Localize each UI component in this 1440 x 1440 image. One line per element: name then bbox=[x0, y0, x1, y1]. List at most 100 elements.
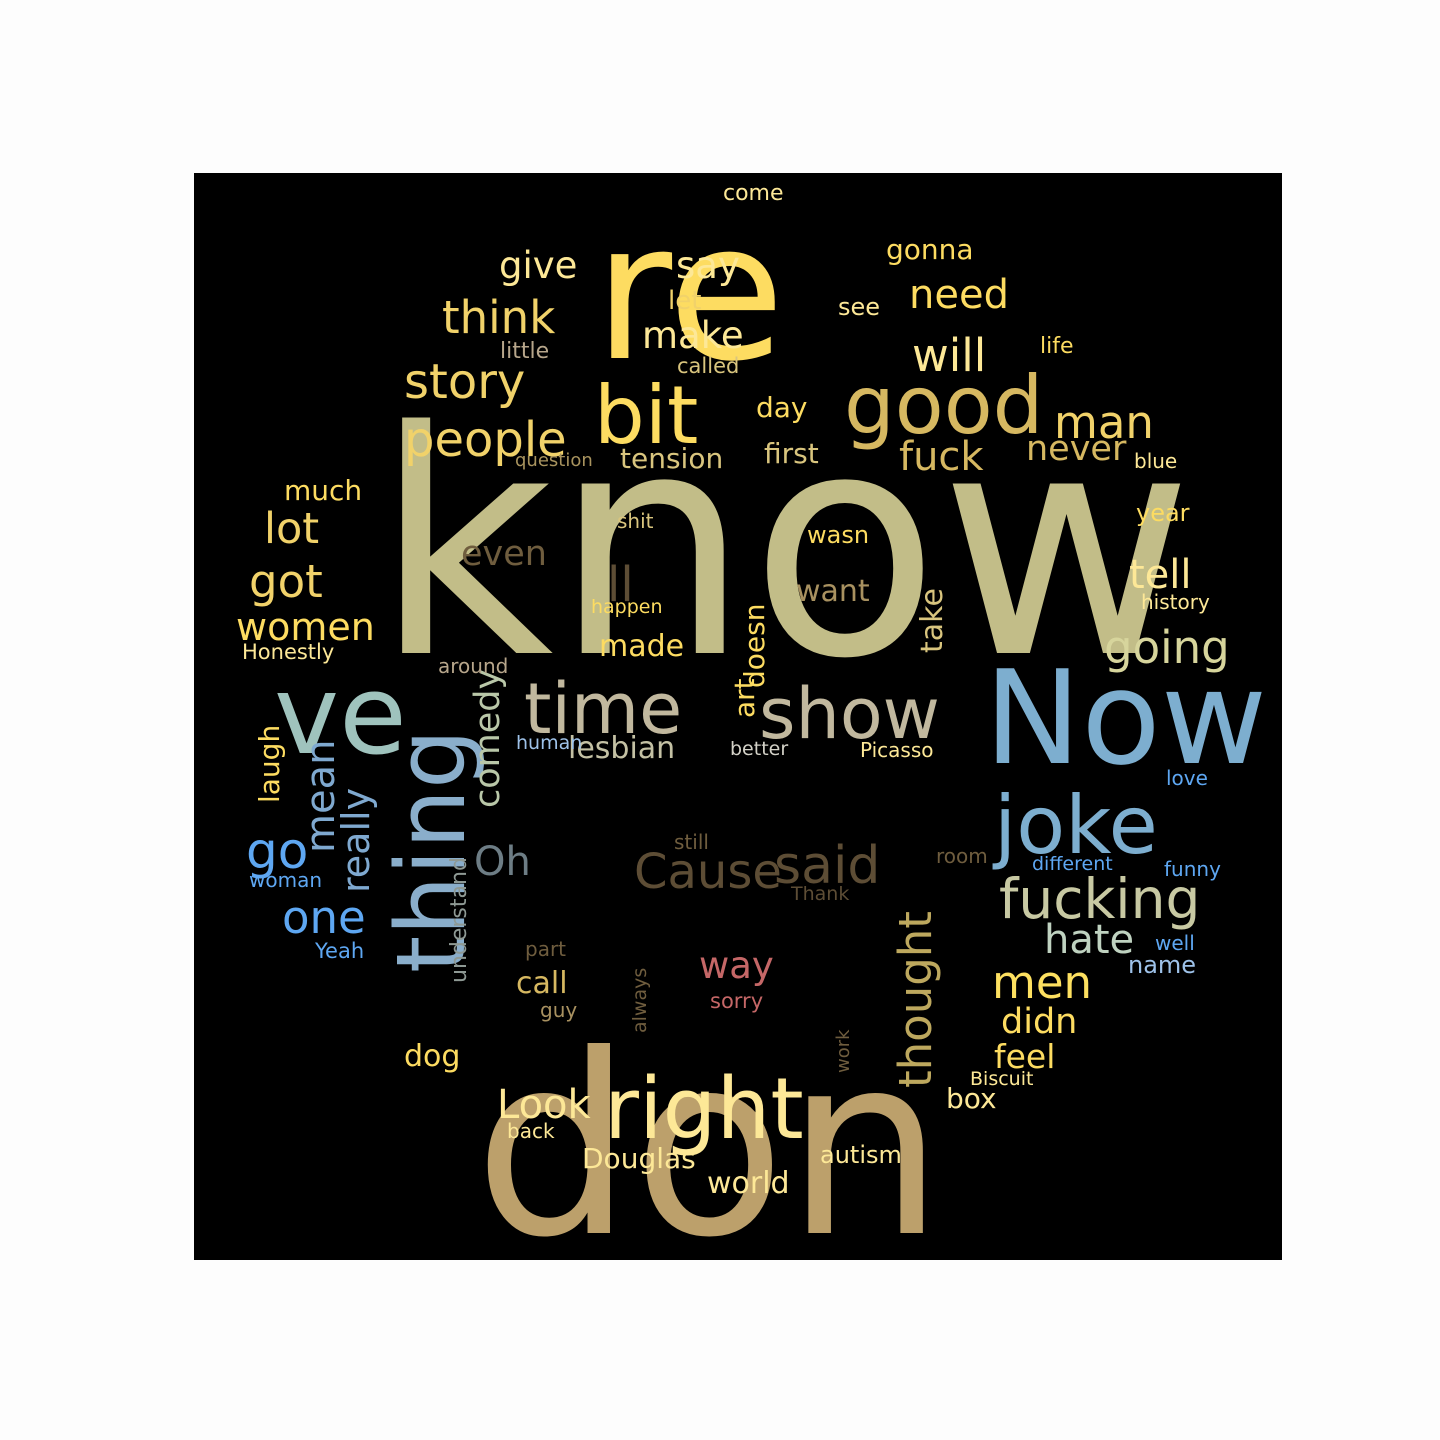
word-woman: woman bbox=[249, 868, 322, 892]
word-fucking: fucking bbox=[999, 867, 1200, 931]
word-thing: thing bbox=[377, 729, 487, 973]
word-man: man bbox=[1054, 396, 1154, 449]
word-thought: thought bbox=[889, 911, 942, 1088]
word-hate: hate bbox=[1044, 917, 1134, 963]
word-let: let bbox=[668, 286, 701, 316]
word-dog: dog bbox=[404, 1039, 460, 1074]
word-part: part bbox=[525, 937, 566, 961]
word-never: never bbox=[1026, 429, 1127, 469]
word-need: need bbox=[909, 272, 1009, 318]
word-douglas: Douglas bbox=[582, 1142, 696, 1175]
word-didn: didn bbox=[1001, 1002, 1077, 1042]
word-don: don bbox=[474, 1001, 944, 1260]
word-guy: guy bbox=[540, 998, 577, 1022]
word-way: way bbox=[699, 944, 774, 987]
word-name: name bbox=[1128, 951, 1196, 979]
word-day: day bbox=[756, 391, 808, 424]
word-make: make bbox=[642, 314, 744, 357]
word-yeah: Yeah bbox=[314, 939, 364, 963]
word-human: human bbox=[516, 732, 582, 754]
word-made: made bbox=[599, 629, 684, 664]
word-different: different bbox=[1032, 853, 1113, 875]
word-now: Now bbox=[984, 642, 1267, 794]
word-picasso: Picasso bbox=[860, 738, 934, 762]
word-think: think bbox=[442, 291, 555, 344]
word-cloud: know don re Now ve thing right good bit joke time s… bbox=[194, 173, 1282, 1260]
word-blue: blue bbox=[1134, 449, 1177, 473]
word-men: men bbox=[992, 956, 1092, 1009]
word-really: really bbox=[334, 788, 378, 893]
word-better: better bbox=[730, 738, 788, 760]
word-want: want bbox=[796, 574, 870, 609]
word-ve: ve bbox=[274, 651, 407, 779]
word-work: work bbox=[833, 1029, 854, 1073]
word-good: good bbox=[844, 359, 1043, 452]
word-room: room bbox=[936, 844, 988, 868]
word-first: first bbox=[764, 437, 819, 470]
word-thank: Thank bbox=[790, 883, 849, 905]
word-fuck: fuck bbox=[899, 434, 984, 480]
word-ll: ll bbox=[607, 557, 634, 613]
word-re: re bbox=[594, 182, 785, 403]
word-tell: tell bbox=[1129, 552, 1192, 598]
word-life: life bbox=[1040, 334, 1074, 359]
word-joke: joke bbox=[992, 779, 1158, 872]
word-history: history bbox=[1141, 590, 1210, 614]
word-see: see bbox=[838, 293, 880, 321]
word-art: art bbox=[728, 678, 761, 718]
word-people: people bbox=[404, 412, 567, 468]
word-going: going bbox=[1104, 621, 1230, 674]
word-shit: shit bbox=[617, 509, 654, 533]
word-women: women bbox=[236, 605, 375, 649]
word-back: back bbox=[507, 1119, 555, 1143]
word-always: always bbox=[629, 968, 651, 1033]
word-still: still bbox=[674, 830, 709, 854]
word-lesbian: lesbian bbox=[568, 731, 675, 766]
word-show: show bbox=[759, 673, 940, 755]
word-mean: mean bbox=[298, 740, 344, 853]
word-said: said bbox=[774, 836, 880, 896]
word-lot: lot bbox=[264, 504, 319, 554]
word-around: around bbox=[438, 654, 508, 678]
word-say: say bbox=[676, 244, 740, 287]
word-wasn: wasn bbox=[807, 521, 869, 549]
word-tension: tension bbox=[620, 442, 723, 475]
word-give: give bbox=[499, 244, 577, 287]
word-story: story bbox=[404, 354, 525, 410]
word-one: one bbox=[282, 891, 366, 944]
word-well: well bbox=[1155, 931, 1195, 955]
word-comedy: comedy bbox=[468, 669, 508, 808]
word-laugh: laugh bbox=[253, 725, 286, 803]
word-time: time bbox=[524, 668, 682, 750]
word-gonna: gonna bbox=[886, 233, 974, 266]
word-even: even bbox=[461, 534, 547, 574]
word-box: box bbox=[946, 1082, 997, 1115]
word-funny: funny bbox=[1164, 857, 1221, 881]
word-question: question bbox=[515, 450, 593, 471]
word-oh: Oh bbox=[474, 839, 531, 885]
word-doesn: doesn bbox=[738, 604, 771, 688]
word-call: call bbox=[516, 966, 568, 1001]
word-will: will bbox=[912, 329, 986, 382]
word-happen: happen bbox=[591, 596, 663, 618]
word-much: much bbox=[284, 474, 362, 507]
word-called: called bbox=[677, 354, 739, 378]
word-biscuit: Biscuit bbox=[970, 1068, 1033, 1090]
word-honestly: Honestly bbox=[242, 640, 334, 664]
word-come: come bbox=[723, 181, 784, 206]
word-year: year bbox=[1136, 499, 1190, 527]
word-bit: bit bbox=[594, 369, 698, 462]
word-world: world bbox=[707, 1166, 790, 1201]
word-autism: autism bbox=[820, 1141, 902, 1169]
word-go: go bbox=[246, 822, 308, 880]
word-got: got bbox=[249, 555, 323, 608]
word-little: little bbox=[500, 339, 549, 364]
word-understand: understand bbox=[447, 857, 472, 983]
word-love: love bbox=[1166, 766, 1208, 790]
word-look: Look bbox=[497, 1082, 592, 1128]
word-cause: Cause bbox=[634, 844, 782, 900]
word-know: know bbox=[374, 366, 1193, 727]
word-right: right bbox=[604, 1060, 804, 1159]
word-sorry: sorry bbox=[710, 989, 763, 1013]
